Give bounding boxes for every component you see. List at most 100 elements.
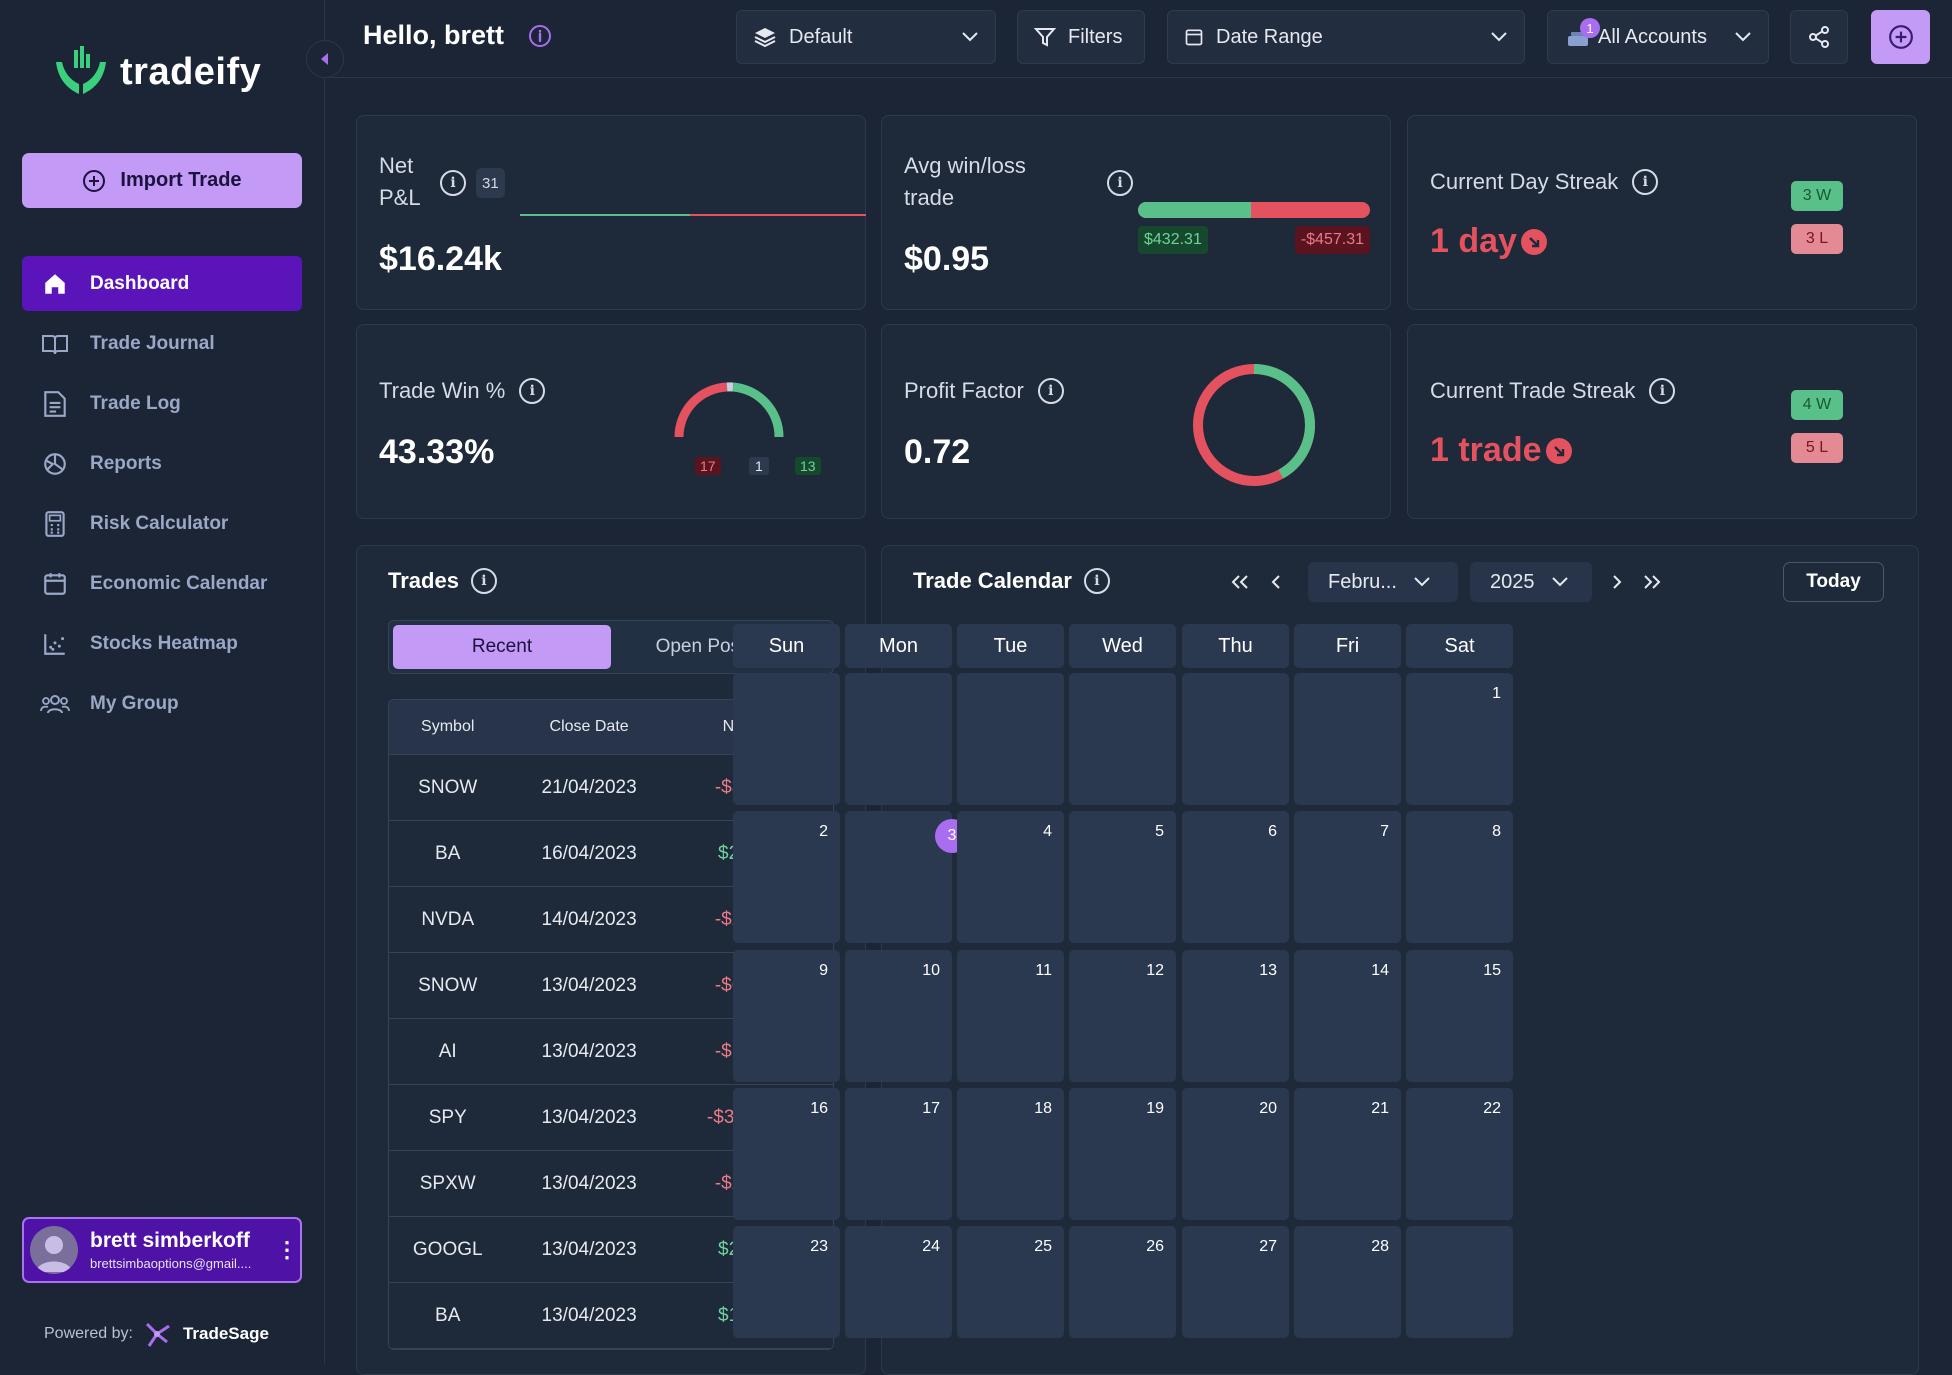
document-icon — [40, 389, 70, 419]
info-icon[interactable]: i — [1037, 378, 1064, 404]
info-icon[interactable]: i — [1107, 170, 1133, 196]
info-icon[interactable]: i — [1649, 378, 1676, 404]
trade-win-pct-title: Trade Win % i — [379, 375, 546, 407]
calendar-day-cell[interactable]: 23 — [733, 1226, 840, 1338]
calendar-day-cell[interactable]: 11 — [957, 950, 1064, 1082]
calendar-day-cell[interactable]: 6 — [1182, 811, 1289, 943]
share-button[interactable] — [1790, 10, 1848, 64]
prev-year-button[interactable] — [1230, 562, 1250, 602]
calendar-day-cell[interactable]: 26 — [1069, 1226, 1176, 1338]
calendar-day-number: 14 — [1371, 962, 1389, 979]
info-icon[interactable]: i — [1083, 568, 1110, 594]
date-range-label: Date Range — [1216, 25, 1323, 48]
sidebar-item-stocks-heatmap[interactable]: Stocks Heatmap — [22, 616, 302, 671]
calendar-day-cell[interactable]: 16 — [733, 1088, 840, 1220]
calendar-day-cell[interactable]: 10 — [845, 950, 952, 1082]
calendar-day-cell[interactable]: 8 — [1406, 811, 1513, 943]
sidebar-item-label: My Group — [90, 692, 179, 714]
today-button[interactable]: Today — [1783, 562, 1884, 602]
calendar-day-cell[interactable]: 22 — [1406, 1088, 1513, 1220]
year-select[interactable]: 2025 — [1470, 562, 1592, 602]
sidebar-item-label: Dashboard — [90, 272, 190, 294]
chart-pie-icon — [40, 449, 70, 479]
info-icon[interactable]: i — [519, 378, 546, 404]
next-year-button[interactable] — [1642, 562, 1662, 602]
calendar-day-cell[interactable]: 9 — [733, 950, 840, 1082]
calendar-day-cell[interactable]: 25 — [957, 1226, 1064, 1338]
calendar-day-cell[interactable]: 2 — [733, 811, 840, 943]
avg-win-bar-fill — [1138, 202, 1251, 218]
calendar-day-cell[interactable] — [1182, 673, 1289, 805]
sidebar-item-risk-calculator[interactable]: Risk Calculator — [22, 496, 302, 551]
info-icon[interactable]: i — [1632, 169, 1659, 195]
sidebar-item-trade-log[interactable]: Trade Log — [22, 376, 302, 431]
sidebar-item-label: Risk Calculator — [90, 512, 229, 534]
calendar-day-cell[interactable]: 7 — [1294, 811, 1401, 943]
sidebar-item-trade-journal[interactable]: Trade Journal — [22, 316, 302, 371]
calendar-day-cell[interactable] — [1406, 1226, 1513, 1338]
info-icon[interactable]: i — [440, 170, 466, 196]
calendar-day-cell[interactable]: 28 — [1294, 1226, 1401, 1338]
logo[interactable]: tradeify — [52, 44, 261, 100]
avg-win-label: $432.31 — [1138, 226, 1208, 254]
calendar-day-cell[interactable] — [845, 673, 952, 805]
chevron-down-icon — [1490, 31, 1508, 43]
sidebar-nav: Dashboard Trade Journal Trade Log Report… — [22, 256, 302, 736]
calendar-day-cell[interactable]: 3 — [845, 811, 969, 943]
add-widget-button[interactable] — [1871, 10, 1930, 64]
calendar-day-cell[interactable] — [1294, 673, 1401, 805]
cell-symbol: BA — [435, 842, 461, 864]
trade-streak-card: Current Trade Streak i 1 trade 4 W 5 L — [1407, 324, 1917, 519]
calendar-day-cell[interactable]: 1 — [1406, 673, 1513, 805]
more-options-icon[interactable]: ⋮ — [276, 1237, 298, 1262]
import-trade-button[interactable]: Import Trade — [22, 153, 302, 208]
calendar-day-cell[interactable] — [1069, 673, 1176, 805]
info-icon[interactable]: i — [470, 568, 497, 594]
net-pnl-title-line2: P&L — [379, 185, 421, 210]
calendar-day-number: 22 — [1483, 1100, 1501, 1117]
profit-factor-title: Profit Factor i — [904, 375, 1064, 407]
user-email: brettsimbaoptions@gmail.... — [90, 1256, 252, 1271]
accounts-select[interactable]: 1 All Accounts — [1547, 10, 1769, 64]
chevron-down-icon — [961, 31, 979, 43]
calendar-day-number: 15 — [1483, 962, 1501, 979]
calendar-day-cell[interactable]: 15 — [1406, 950, 1513, 1082]
sidebar-item-dashboard[interactable]: Dashboard — [22, 256, 302, 311]
date-range-select[interactable]: Date Range — [1167, 10, 1525, 64]
calendar-day-cell[interactable]: 14 — [1294, 950, 1401, 1082]
tab-recent[interactable]: Recent — [393, 625, 611, 669]
calendar-day-cell[interactable]: 20 — [1182, 1088, 1289, 1220]
collapse-sidebar-button[interactable] — [306, 40, 344, 78]
calendar-day-cell[interactable]: 4 — [957, 811, 1064, 943]
calendar-day-cell[interactable]: 21 — [1294, 1088, 1401, 1220]
greeting-text: Hello, brett — [363, 20, 505, 50]
user-card[interactable]: brett simberkoff brettsimbaoptions@gmail… — [22, 1217, 302, 1283]
calendar-day-cell[interactable] — [733, 673, 840, 805]
calendar-day-cell[interactable]: 18 — [957, 1088, 1064, 1220]
calendar-day-cell[interactable]: 27 — [1182, 1226, 1289, 1338]
book-icon — [40, 329, 70, 359]
calendar-day-cell[interactable]: 19 — [1069, 1088, 1176, 1220]
sidebar-item-economic-calendar[interactable]: Economic Calendar — [22, 556, 302, 611]
column-header-symbol[interactable]: Symbol — [421, 718, 475, 735]
calendar-day-cell[interactable]: 5 — [1069, 811, 1176, 943]
next-month-button[interactable] — [1611, 562, 1623, 602]
calendar-day-number: 6 — [1268, 823, 1277, 840]
arrow-down-right-icon — [1545, 437, 1572, 464]
prev-month-button[interactable] — [1270, 562, 1282, 602]
avg-loss-label: -$457.31 — [1294, 226, 1370, 254]
calendar-day-cell[interactable] — [957, 673, 1064, 805]
info-icon[interactable] — [528, 24, 552, 48]
sidebar-item-reports[interactable]: Reports — [22, 436, 302, 491]
column-header-close-date[interactable]: Close Date — [549, 718, 629, 735]
calendar-day-cell[interactable]: 12 — [1069, 950, 1176, 1082]
filters-button[interactable]: Filters — [1017, 10, 1145, 64]
calendar-day-cell[interactable]: 13 — [1182, 950, 1289, 1082]
sidebar-item-my-group[interactable]: My Group — [22, 676, 302, 731]
calendar-day-cell[interactable]: 17 — [845, 1088, 952, 1220]
month-select[interactable]: Febru... — [1308, 562, 1458, 602]
sidebar-item-label: Reports — [90, 452, 162, 474]
layout-select[interactable]: Default — [736, 10, 996, 64]
calendar-day-cell[interactable]: 24 — [845, 1226, 952, 1338]
gauge-losses-label: 17 — [695, 457, 721, 475]
